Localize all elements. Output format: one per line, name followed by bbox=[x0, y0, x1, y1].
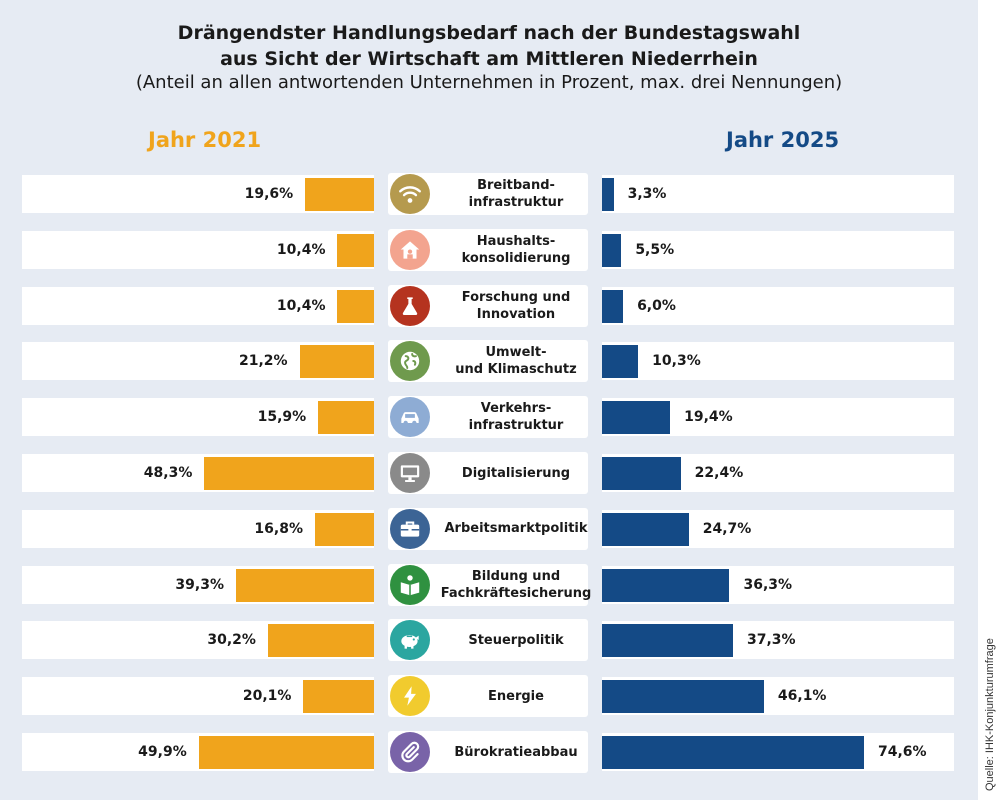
value-label-2021: 19,6% bbox=[244, 186, 294, 202]
bar-2025 bbox=[602, 512, 689, 546]
category-label: Verkehrs-infrastruktur bbox=[468, 401, 564, 434]
bar-2021 bbox=[337, 289, 374, 323]
value-label-2025: 3,3% bbox=[627, 186, 667, 202]
bar-2025 bbox=[602, 289, 624, 323]
row-track-2021 bbox=[22, 286, 374, 325]
bar-2021 bbox=[314, 512, 374, 546]
flask-icon bbox=[390, 285, 430, 326]
bar-2025 bbox=[602, 624, 733, 658]
bar-2025 bbox=[602, 178, 614, 211]
bar-2025 bbox=[602, 568, 730, 602]
category-label: Bürokratieabbau bbox=[454, 744, 578, 760]
row-track-2025 bbox=[602, 342, 954, 381]
book-reader-icon bbox=[390, 564, 430, 605]
chart-row: Digitalisierung 48,3% 22,4% bbox=[22, 452, 954, 494]
value-label-2025: 46,1% bbox=[777, 688, 827, 705]
row-track-2025 bbox=[602, 286, 954, 325]
paperclip-icon bbox=[390, 732, 430, 772]
value-label-2025: 36,3% bbox=[743, 576, 793, 593]
bar-2021 bbox=[235, 568, 374, 602]
source-note: Quelle: IHK-Konjunkturumfrage bbox=[984, 638, 996, 791]
briefcase-icon bbox=[390, 508, 430, 549]
bar-2025 bbox=[602, 345, 639, 379]
category-label: Steuerpolitik bbox=[468, 632, 564, 648]
series-label-2025: Jahr 2025 bbox=[726, 128, 840, 152]
value-label-2025: 37,3% bbox=[747, 632, 796, 649]
bar-2021 bbox=[305, 178, 374, 211]
bar-2021 bbox=[198, 736, 374, 769]
value-label-2021: 49,9% bbox=[138, 744, 187, 760]
value-label-2025: 74,6% bbox=[878, 744, 927, 760]
chart-row: Haushalts-konsolidierung 10,4% 5,5% bbox=[22, 228, 954, 271]
bar-2025 bbox=[602, 233, 622, 267]
bar-2025 bbox=[602, 457, 681, 490]
category-label: Umwelt-und Klimaschutz bbox=[455, 345, 577, 378]
chart-subtitle: (Anteil an allen antwortenden Unternehme… bbox=[135, 72, 843, 93]
chart-row: Bildung und Fachkräftesicherung 39,3% 36,3% bbox=[22, 563, 954, 606]
monitor-icon bbox=[390, 453, 430, 493]
value-label-2025: 22,4% bbox=[694, 465, 744, 481]
car-icon bbox=[390, 397, 430, 438]
lightning-icon bbox=[390, 676, 430, 717]
row-track-2021 bbox=[22, 230, 374, 269]
chart-row: Steuerpolitik 30,2% 37,3% bbox=[22, 619, 954, 662]
value-label-2025: 19,4% bbox=[684, 409, 733, 426]
bar-2025 bbox=[602, 736, 864, 769]
chart-row: Breitband-infrastruktur 19,6% 3,3% bbox=[22, 173, 954, 215]
chart-row: Energie 20,1% 46,1% bbox=[22, 675, 954, 718]
bar-2021 bbox=[299, 345, 374, 379]
wifi-icon bbox=[390, 174, 430, 214]
chart-title-line-1: Drängendster Handlungsbedarf nach der Bu… bbox=[177, 22, 801, 44]
value-label-2021: 21,2% bbox=[238, 353, 288, 370]
chart-row: Verkehrs-infrastruktur 15,9% 19,4% bbox=[22, 396, 954, 439]
value-label-2025: 10,3% bbox=[652, 353, 701, 370]
bar-2021 bbox=[303, 680, 374, 714]
category-label: Breitband-infrastruktur bbox=[468, 178, 564, 210]
category-label: Digitalisierung bbox=[461, 465, 571, 481]
row-track-2025 bbox=[602, 230, 954, 269]
bar-2021 bbox=[337, 233, 374, 267]
value-label-2025: 24,7% bbox=[702, 520, 752, 537]
chart-row: Umwelt-und Klimaschutz 21,2% 10,3% bbox=[22, 340, 954, 383]
value-label-2025: 6,0% bbox=[637, 297, 676, 314]
chart-row: Arbeitsmarktpolitik 16,8% 24,7% bbox=[22, 507, 954, 550]
piggy-bank-icon bbox=[390, 620, 430, 661]
chart-row: Forschung und Innovation 10,4% 6,0% bbox=[22, 284, 954, 327]
value-label-2021: 10,4% bbox=[276, 241, 326, 258]
category-label: Bildung und Fachkräftesicherung bbox=[440, 568, 592, 601]
bar-2021 bbox=[267, 624, 374, 658]
category-label: Energie bbox=[488, 688, 544, 704]
category-label: Forschung und Innovation bbox=[461, 289, 571, 322]
row-track-2021 bbox=[22, 398, 374, 437]
bar-2021 bbox=[204, 457, 374, 490]
value-label-2021: 20,1% bbox=[242, 688, 292, 705]
value-label-2021: 10,4% bbox=[276, 297, 326, 314]
value-label-2021: 15,9% bbox=[257, 409, 307, 426]
chart-row: Bürokratieabbau 49,9% 74,6% bbox=[22, 731, 954, 773]
value-label-2025: 5,5% bbox=[635, 241, 675, 258]
bar-2021 bbox=[318, 401, 374, 435]
category-label: Arbeitsmarktpolitik bbox=[444, 521, 588, 537]
bar-2025 bbox=[602, 401, 671, 435]
chart-panel: Drängendster Handlungsbedarf nach der Bu… bbox=[0, 0, 978, 800]
globe-icon bbox=[390, 341, 430, 382]
house-icon bbox=[390, 229, 430, 270]
bar-2025 bbox=[602, 680, 764, 714]
value-label-2021: 16,8% bbox=[254, 520, 303, 537]
value-label-2021: 30,2% bbox=[207, 632, 256, 649]
series-label-2021: Jahr 2021 bbox=[148, 128, 262, 152]
category-label: Haushalts-konsolidierung bbox=[461, 233, 571, 266]
chart-title-line-2: aus Sicht der Wirtschaft am Mittleren Ni… bbox=[220, 48, 758, 70]
value-label-2021: 39,3% bbox=[175, 576, 224, 593]
value-label-2021: 48,3% bbox=[143, 465, 193, 481]
row-track-2025 bbox=[602, 175, 954, 213]
